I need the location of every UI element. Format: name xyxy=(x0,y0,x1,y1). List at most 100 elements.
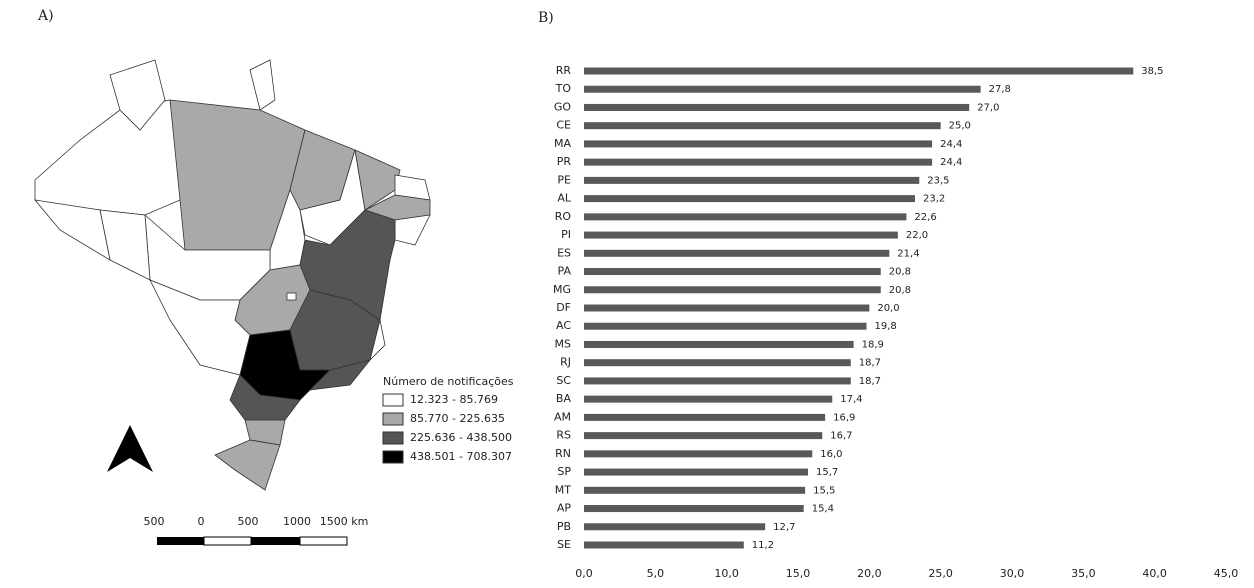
x-tick-label: 20,0 xyxy=(857,567,882,580)
value-label: 21,4 xyxy=(897,248,919,259)
bar xyxy=(584,359,851,367)
y-tick-label: RN xyxy=(555,447,571,460)
y-tick-label: PA xyxy=(558,265,572,278)
bar xyxy=(584,122,941,130)
legend-swatch xyxy=(382,412,404,426)
bar xyxy=(584,140,933,148)
x-tick-label: 5,0 xyxy=(647,567,665,580)
legend-label: 12.323 - 85.769 xyxy=(410,393,498,406)
y-tick-label: PB xyxy=(557,520,571,533)
bar xyxy=(584,395,833,403)
y-tick-label: PI xyxy=(561,228,571,241)
bar xyxy=(584,158,933,166)
scale-label: 500 xyxy=(238,515,259,528)
y-tick-label: TO xyxy=(555,82,572,95)
value-label: 18,7 xyxy=(859,376,881,387)
x-tick-label: 30,0 xyxy=(1000,567,1025,580)
bar xyxy=(584,103,970,111)
value-label: 23,5 xyxy=(927,175,949,186)
y-tick-label: CE xyxy=(556,119,571,132)
x-tick-label: 10,0 xyxy=(714,567,739,580)
legend-label: 85.770 - 225.635 xyxy=(410,412,505,425)
y-tick-label: AP xyxy=(557,502,572,515)
bar xyxy=(584,450,813,458)
scale-segment xyxy=(157,537,204,545)
bar xyxy=(584,468,808,476)
value-label: 38,5 xyxy=(1141,66,1163,77)
y-tick-label: ES xyxy=(557,246,571,259)
y-tick-label: AL xyxy=(557,192,572,205)
value-label: 18,9 xyxy=(862,339,884,350)
state xyxy=(214,439,281,491)
y-tick-label: MA xyxy=(554,137,571,150)
value-label: 17,4 xyxy=(840,394,862,405)
bar xyxy=(584,268,881,276)
bar xyxy=(584,67,1134,75)
bar xyxy=(584,195,915,203)
value-label: 16,0 xyxy=(820,449,842,460)
bar xyxy=(584,340,854,348)
state xyxy=(394,214,431,246)
value-label: 12,7 xyxy=(773,522,795,533)
value-label: 22,0 xyxy=(906,230,928,241)
y-tick-label: DF xyxy=(556,301,571,314)
bar xyxy=(584,432,823,440)
state xyxy=(34,199,111,261)
y-tick-label: SC xyxy=(556,374,571,387)
state xyxy=(109,59,166,131)
value-label: 23,2 xyxy=(923,194,945,205)
value-label: 15,5 xyxy=(813,485,835,496)
scale-label: 1500 km xyxy=(320,515,369,528)
bar xyxy=(584,213,907,221)
north-arrow xyxy=(107,425,153,472)
value-label: 24,4 xyxy=(940,157,962,168)
value-label: 16,7 xyxy=(830,431,852,442)
bar xyxy=(584,377,851,385)
y-tick-label: MT xyxy=(555,483,571,496)
bar xyxy=(584,523,766,531)
state xyxy=(99,209,151,281)
y-tick-label: RJ xyxy=(560,356,571,369)
x-tick-label: 15,0 xyxy=(786,567,811,580)
scale-label: 500 xyxy=(144,515,165,528)
y-tick-label: RS xyxy=(556,429,571,442)
x-tick-label: 40,0 xyxy=(1142,567,1167,580)
y-tick-label: MS xyxy=(555,337,571,350)
bar xyxy=(584,486,806,494)
map: Número de notificações xyxy=(34,59,514,546)
scale-label: 1000 xyxy=(283,515,311,528)
scale-label: 0 xyxy=(198,515,205,528)
bar xyxy=(584,85,981,93)
y-tick-label: SE xyxy=(557,538,571,551)
y-tick-label: AM xyxy=(554,410,571,423)
legend-label: 225.636 - 438.500 xyxy=(410,431,512,444)
legend-label: 438.501 - 708.307 xyxy=(410,450,512,463)
bar xyxy=(584,413,826,421)
value-label: 18,7 xyxy=(859,358,881,369)
x-tick-label: 0,0 xyxy=(575,567,593,580)
panel-label: A) xyxy=(37,8,54,24)
legend-swatch xyxy=(382,393,404,407)
bar xyxy=(584,505,804,513)
bar xyxy=(584,304,870,312)
bar xyxy=(584,231,898,239)
scale-bar xyxy=(157,536,348,546)
y-tick-label: RO xyxy=(555,210,572,223)
x-tick-label: 35,0 xyxy=(1071,567,1096,580)
y-tick-label: SP xyxy=(557,465,571,478)
scale-segment xyxy=(299,536,348,546)
y-tick-label: MG xyxy=(553,283,571,296)
y-tick-label: PE xyxy=(557,173,571,186)
bar xyxy=(584,249,890,257)
value-label: 27,8 xyxy=(989,84,1011,95)
value-label: 19,8 xyxy=(874,321,896,332)
panel-label: B) xyxy=(538,10,554,26)
value-label: 16,9 xyxy=(833,412,855,423)
bar xyxy=(584,286,881,294)
y-tick-label: AC xyxy=(556,319,571,332)
value-label: 20,8 xyxy=(889,267,911,278)
value-label: 15,7 xyxy=(816,467,838,478)
x-tick-label: 25,0 xyxy=(928,567,953,580)
